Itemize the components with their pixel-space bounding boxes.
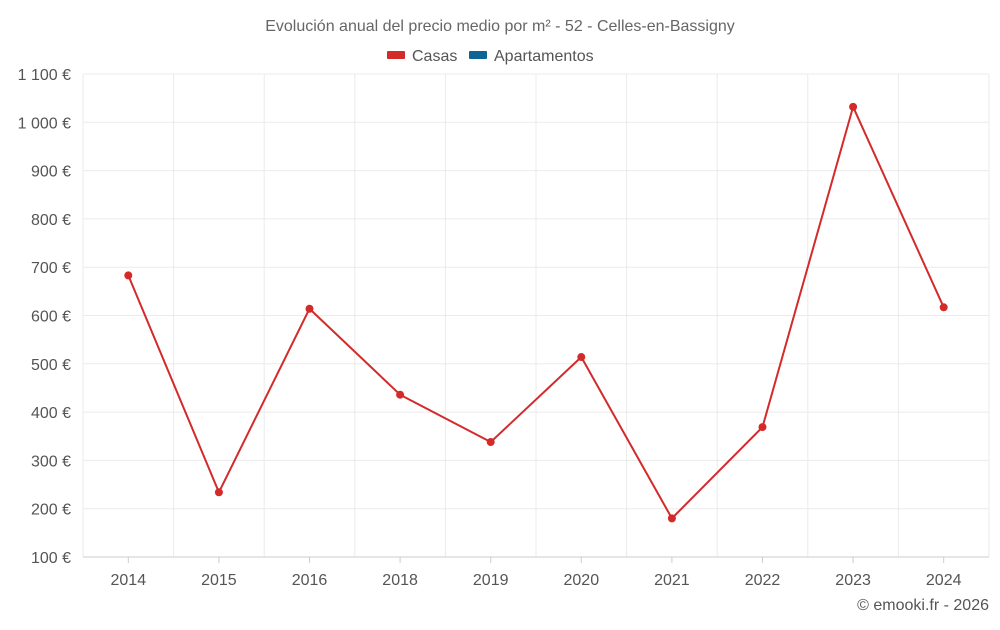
data-point <box>305 304 314 313</box>
y-tick-label: 800 € <box>31 212 71 229</box>
x-tick-label: 2016 <box>292 572 328 589</box>
y-tick-label: 500 € <box>31 357 71 374</box>
y-tick-label: 900 € <box>31 164 71 181</box>
y-tick-label: 1 000 € <box>18 115 71 132</box>
data-point <box>577 353 586 362</box>
x-tick-label: 2022 <box>745 572 781 589</box>
y-tick-label: 400 € <box>31 405 71 422</box>
y-tick-label: 1 100 € <box>18 67 71 84</box>
y-tick-label: 600 € <box>31 309 71 326</box>
legend-swatch-casas <box>387 51 405 59</box>
y-tick-label: 300 € <box>31 453 71 470</box>
legend-item-apartamentos[interactable]: Apartamentos <box>469 48 594 65</box>
x-tick-label: 2023 <box>835 572 871 589</box>
x-tick-label: 2014 <box>111 572 147 589</box>
x-tick-label: 2018 <box>382 572 418 589</box>
legend-label-casas: Casas <box>412 48 457 65</box>
data-point <box>849 102 858 111</box>
series-line-casas <box>127 105 945 520</box>
data-point <box>124 271 133 280</box>
y-tick-label: 700 € <box>31 260 71 277</box>
data-point <box>396 390 405 399</box>
x-tick-label: 2024 <box>926 572 962 589</box>
legend-label-apartamentos: Apartamentos <box>494 48 594 65</box>
legend-item-casas[interactable]: Casas <box>387 48 457 65</box>
axes: 100 € 200 € 300 € 400 € 500 € 600 € 700 € 800 €… <box>18 67 989 589</box>
series-casas <box>124 102 948 523</box>
data-point <box>214 488 223 497</box>
x-tick-label: 2015 <box>201 572 237 589</box>
data-point <box>758 423 767 432</box>
y-tick-label: 100 € <box>31 550 71 567</box>
y-tick-label: 200 € <box>31 502 71 519</box>
x-tick-label: 2020 <box>564 572 600 589</box>
credit-text: © emooki.fr - 2026 <box>857 597 989 614</box>
chart-title: Evolución anual del precio medio por m² … <box>265 18 735 35</box>
grid <box>82 73 990 557</box>
legend-swatch-apartamentos <box>469 51 487 59</box>
data-point <box>486 438 495 447</box>
legend: Casas Apartamentos <box>387 48 594 65</box>
x-tick-label: 2019 <box>473 572 509 589</box>
data-point <box>939 303 948 312</box>
data-point <box>667 514 676 523</box>
x-tick-label: 2021 <box>654 572 690 589</box>
